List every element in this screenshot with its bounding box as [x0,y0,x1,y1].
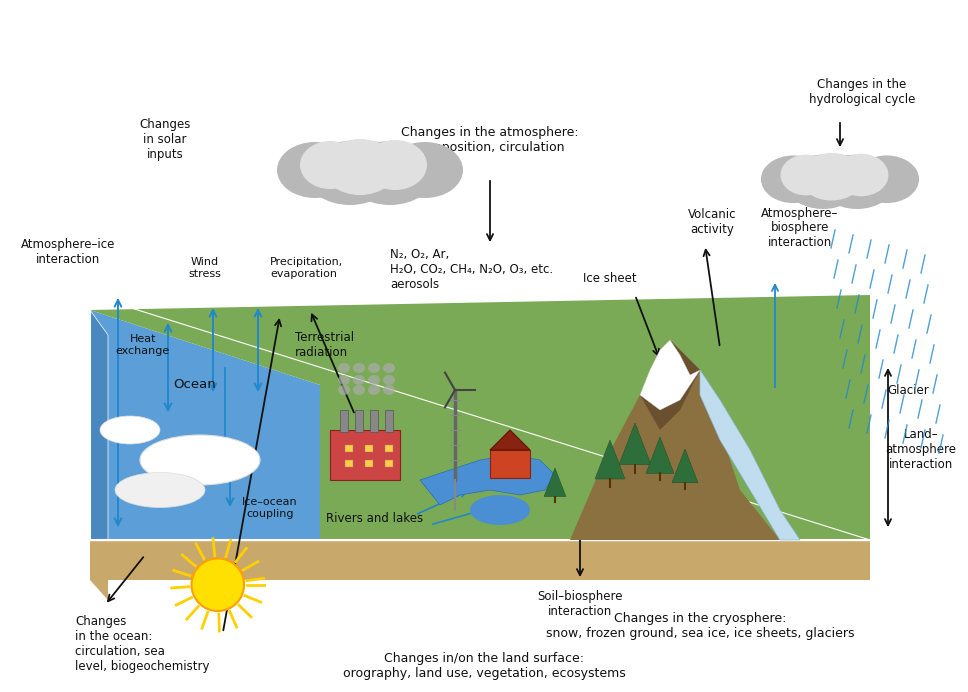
Text: Atmosphere–ice
interaction: Atmosphere–ice interaction [21,238,115,266]
Polygon shape [672,449,698,483]
Ellipse shape [338,385,350,395]
Ellipse shape [300,141,360,189]
Ellipse shape [368,385,380,395]
Ellipse shape [140,435,260,485]
Text: Changes in the atmosphere:
composition, circulation: Changes in the atmosphere: composition, … [401,126,579,154]
Polygon shape [544,468,566,497]
Ellipse shape [470,495,530,525]
Text: Ice–ocean
coupling: Ice–ocean coupling [242,497,298,519]
Text: Atmosphere–
biosphere
interaction: Atmosphere– biosphere interaction [761,206,838,250]
Bar [345,460,353,467]
Ellipse shape [387,142,463,198]
Ellipse shape [115,473,205,507]
Ellipse shape [383,385,395,395]
Ellipse shape [383,363,395,373]
Ellipse shape [100,416,160,444]
Text: Wind
stress: Wind stress [189,257,222,279]
Ellipse shape [338,375,350,385]
Bar [365,460,373,467]
Bar [385,460,393,467]
Text: Changes in the cryosphere:
snow, frozen ground, sea ice, ice sheets, glaciers: Changes in the cryosphere: snow, frozen … [546,612,854,640]
Ellipse shape [834,154,889,197]
Text: N₂, O₂, Ar,
H₂O, CO₂, CH₄, N₂O, O₃, etc.
aerosols: N₂, O₂, Ar, H₂O, CO₂, CH₄, N₂O, O₃, etc.… [390,248,553,291]
Ellipse shape [800,153,863,201]
Polygon shape [570,340,870,540]
Bar [345,445,353,452]
Text: Changes
in the ocean:
circulation, sea
level, biogeochemistry: Changes in the ocean: circulation, sea l… [75,615,209,673]
Ellipse shape [780,154,832,195]
Ellipse shape [340,141,400,185]
Circle shape [192,558,244,611]
Text: Ice sheet: Ice sheet [583,271,637,284]
Polygon shape [640,340,700,430]
Polygon shape [646,437,674,473]
Text: Terrestrial
radiation: Terrestrial radiation [295,331,354,359]
Ellipse shape [819,154,895,209]
Polygon shape [90,310,108,565]
Ellipse shape [814,154,865,192]
Ellipse shape [363,140,427,190]
Polygon shape [700,370,800,540]
Bar [385,445,393,452]
Ellipse shape [277,142,353,198]
Polygon shape [90,540,108,600]
Text: Volcanic
activity: Volcanic activity [687,208,737,236]
Ellipse shape [305,141,395,205]
Text: Precipitation,
evaporation: Precipitation, evaporation [270,257,344,279]
Bar [385,410,393,432]
Ellipse shape [353,375,365,385]
Text: Soil–biosphere
interaction: Soil–biosphere interaction [537,590,622,618]
Bar [490,450,530,478]
Bar [355,410,363,432]
Text: Changes in/on the land surface:
orography, land use, vegetation, ecosystems: Changes in/on the land surface: orograph… [343,652,625,680]
Text: Glacier: Glacier [887,383,929,397]
Bar [330,430,400,480]
Polygon shape [595,440,625,479]
Text: Heat
exchange: Heat exchange [116,334,170,356]
Ellipse shape [761,156,826,203]
Ellipse shape [383,375,395,385]
Ellipse shape [322,139,398,195]
Ellipse shape [338,363,350,373]
Text: Changes in the
hydrological cycle: Changes in the hydrological cycle [809,78,915,106]
Ellipse shape [368,363,380,373]
Polygon shape [420,455,555,505]
Ellipse shape [785,154,862,209]
Polygon shape [490,430,530,450]
Ellipse shape [368,375,380,385]
Text: Changes
in solar
inputs: Changes in solar inputs [139,118,191,161]
Text: Sea ice: Sea ice [203,453,246,466]
Text: Land–
atmosphere
interaction: Land– atmosphere interaction [886,428,956,471]
Ellipse shape [353,363,365,373]
Bar [365,445,373,452]
Polygon shape [619,423,651,464]
Ellipse shape [345,141,435,205]
Polygon shape [90,540,870,580]
Text: Rivers and lakes: Rivers and lakes [326,511,424,525]
Bar [340,410,348,432]
Polygon shape [90,295,870,540]
Polygon shape [640,340,700,410]
Text: Ocean: Ocean [173,379,217,392]
Ellipse shape [855,156,919,203]
Bar [370,410,378,432]
Polygon shape [90,310,320,540]
Ellipse shape [353,385,365,395]
